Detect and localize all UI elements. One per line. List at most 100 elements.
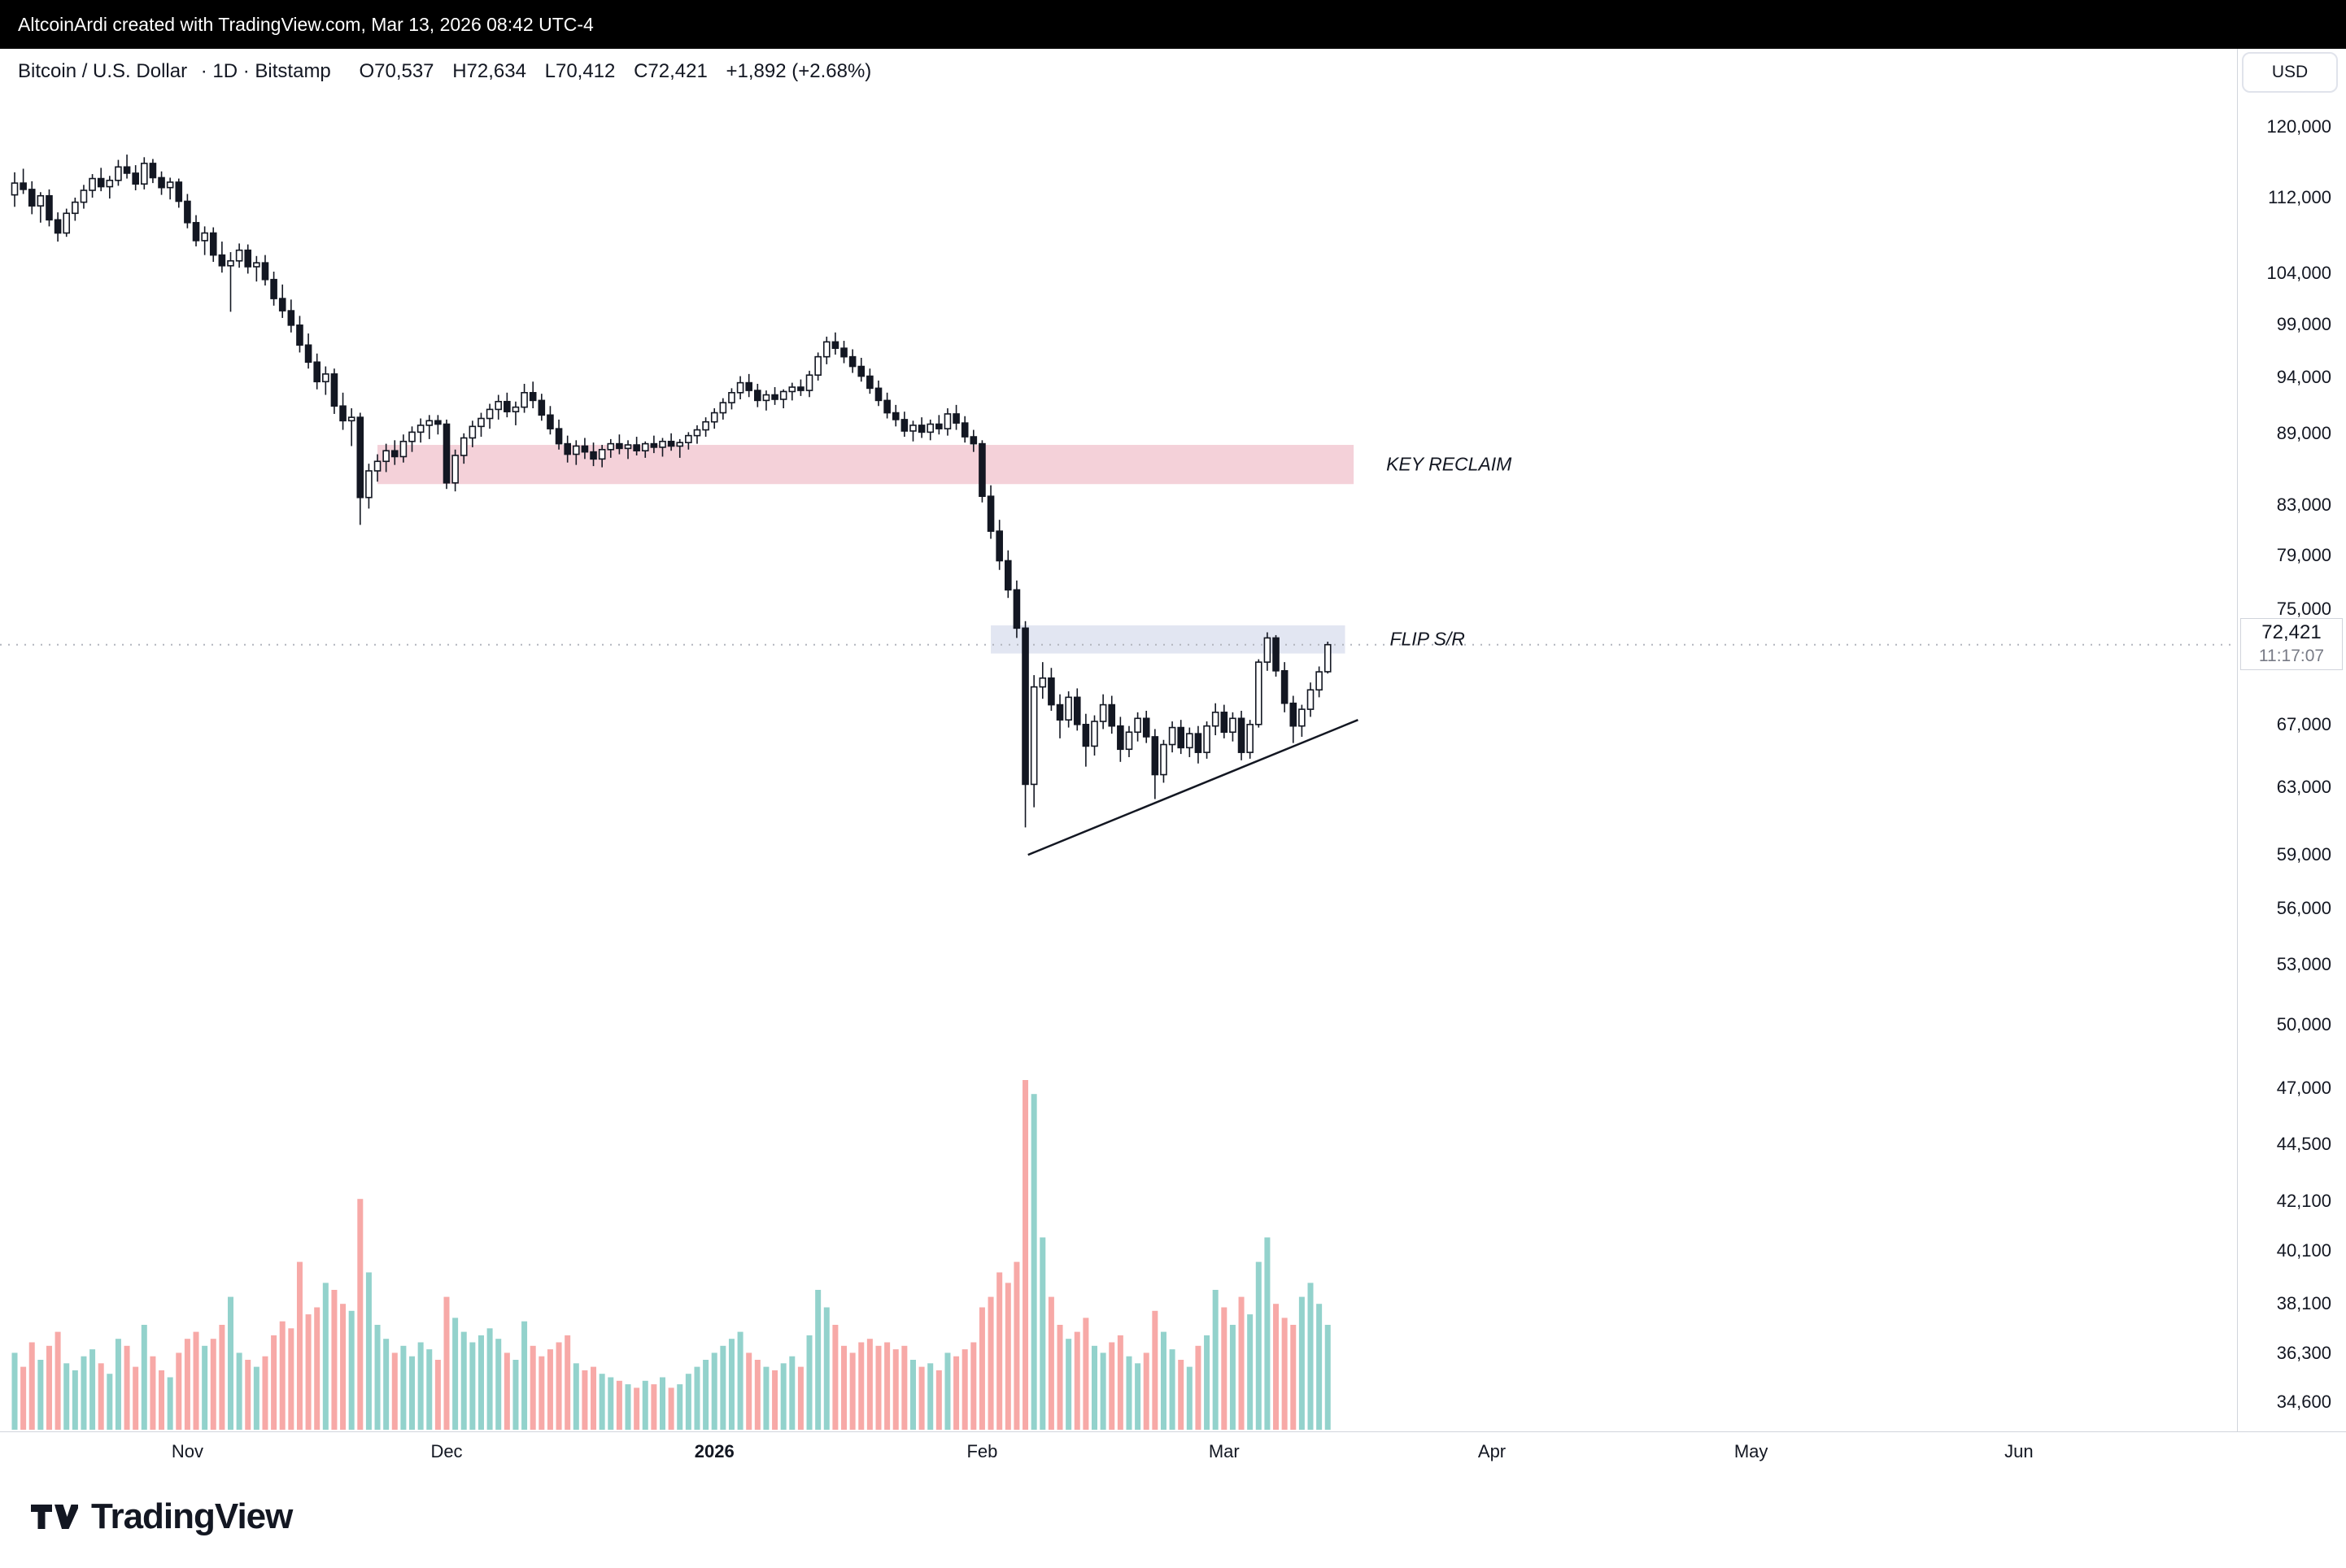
volume-bar [81, 1356, 87, 1430]
volume-bar [1307, 1283, 1314, 1430]
candle-body [909, 425, 917, 432]
candle-body [1108, 703, 1116, 727]
candle-body [322, 373, 329, 383]
candle-body [1237, 717, 1245, 753]
candlestick-chart[interactable] [0, 0, 2346, 1469]
candle-body [996, 530, 1003, 562]
volume-bar [55, 1331, 61, 1430]
volume-bar [1083, 1318, 1089, 1430]
volume-bar [970, 1342, 977, 1430]
candle-body [754, 390, 761, 402]
candle-body [857, 365, 866, 377]
volume-bar [512, 1360, 519, 1430]
candle-body [624, 444, 632, 450]
candle-body [416, 425, 425, 433]
volume-bar [1117, 1335, 1123, 1430]
candle-body [961, 422, 969, 438]
volume-bar [875, 1345, 882, 1430]
candle-body [477, 417, 485, 428]
tradingview-logo-link[interactable]: TradingView [29, 1496, 293, 1537]
candle-body [848, 355, 857, 368]
last-price-badge: 72,421 11:17:07 [2240, 617, 2343, 670]
tradingview-icon [31, 1505, 78, 1529]
candle-body [529, 392, 537, 402]
volume-bar [495, 1339, 502, 1430]
volume-bar [98, 1363, 104, 1430]
candle-body [1117, 725, 1124, 751]
candle-body [892, 412, 900, 420]
candle-body [1073, 696, 1081, 725]
candle-body [54, 219, 62, 234]
candle-body [1229, 717, 1236, 734]
candle-body [1142, 717, 1150, 738]
candle-body [1177, 726, 1184, 749]
flip-sr-label: FLIP S/R [1389, 628, 1465, 650]
price-axis-label: 36,300 [2276, 1342, 2331, 1363]
volume-bar [849, 1352, 856, 1430]
candle-body [564, 442, 571, 455]
volume-bar [460, 1331, 467, 1430]
candle-body [883, 399, 891, 414]
price-axis-label: 50,000 [2276, 1013, 2331, 1034]
price-axis-label: 79,000 [2276, 545, 2331, 566]
candle-body [1315, 671, 1323, 691]
volume-bar [685, 1374, 691, 1430]
candle-body [512, 406, 520, 412]
candle-body [434, 420, 442, 425]
volume-bar [728, 1339, 735, 1430]
volume-bar [815, 1290, 822, 1430]
volume-bar [909, 1360, 916, 1430]
candle-body [547, 414, 554, 429]
candle-body [1013, 589, 1021, 629]
price-axis-label: 83,000 [2276, 494, 2331, 515]
volume-bar [1186, 1366, 1193, 1430]
candle-body [788, 386, 796, 393]
candle-body [1323, 643, 1332, 673]
volume-bar [365, 1272, 372, 1430]
volume-bar [642, 1380, 648, 1430]
volume-bar [477, 1335, 484, 1430]
trendline[interactable] [1027, 719, 1358, 856]
key-reclaim-label: KEY RECLAIM [1386, 453, 1512, 475]
volume-bar [262, 1356, 268, 1430]
volume-bar [556, 1342, 562, 1430]
volume-bar [1221, 1307, 1228, 1430]
volume-bar [426, 1349, 433, 1430]
candle-body [874, 387, 883, 402]
candle-body [46, 194, 53, 221]
candle-body [504, 400, 511, 412]
candle-body [598, 448, 606, 460]
candle-body [270, 278, 277, 299]
candle-body [261, 262, 269, 281]
candle-body [11, 182, 19, 196]
volume-bar [660, 1377, 665, 1430]
candle-body [451, 455, 459, 484]
candle-body [106, 179, 114, 188]
candle-body [953, 413, 960, 424]
change-value: +1,892 (+2.68%) [726, 60, 872, 82]
time-axis-label: Dec [430, 1441, 463, 1461]
volume-bar [772, 1370, 778, 1430]
volume-bar [521, 1321, 528, 1430]
volume-bar [1195, 1345, 1201, 1430]
candle-body [382, 450, 390, 463]
tradingview-wordmark: TradingView [91, 1496, 293, 1536]
volume-bar [504, 1352, 510, 1430]
candle-body [356, 416, 364, 499]
volume-bar [409, 1356, 416, 1430]
volume-bar [1152, 1310, 1158, 1430]
volume-bar [1057, 1325, 1063, 1430]
volume-bar [608, 1377, 614, 1430]
candle-body [469, 425, 477, 439]
volume-bar [115, 1339, 121, 1430]
candle-body [702, 420, 709, 431]
volume-bar [841, 1345, 848, 1430]
volume-bar [858, 1342, 865, 1430]
flip-sr-zone [991, 625, 1345, 654]
volume-bar [37, 1360, 44, 1430]
bar-countdown: 11:17:07 [2258, 646, 2325, 665]
currency-button[interactable]: USD [2242, 52, 2338, 93]
candle-body [330, 373, 338, 407]
time-axis: Nov Dec 2026 Feb Mar Apr May Jun [0, 1431, 2346, 1469]
volume-bar [434, 1360, 441, 1430]
